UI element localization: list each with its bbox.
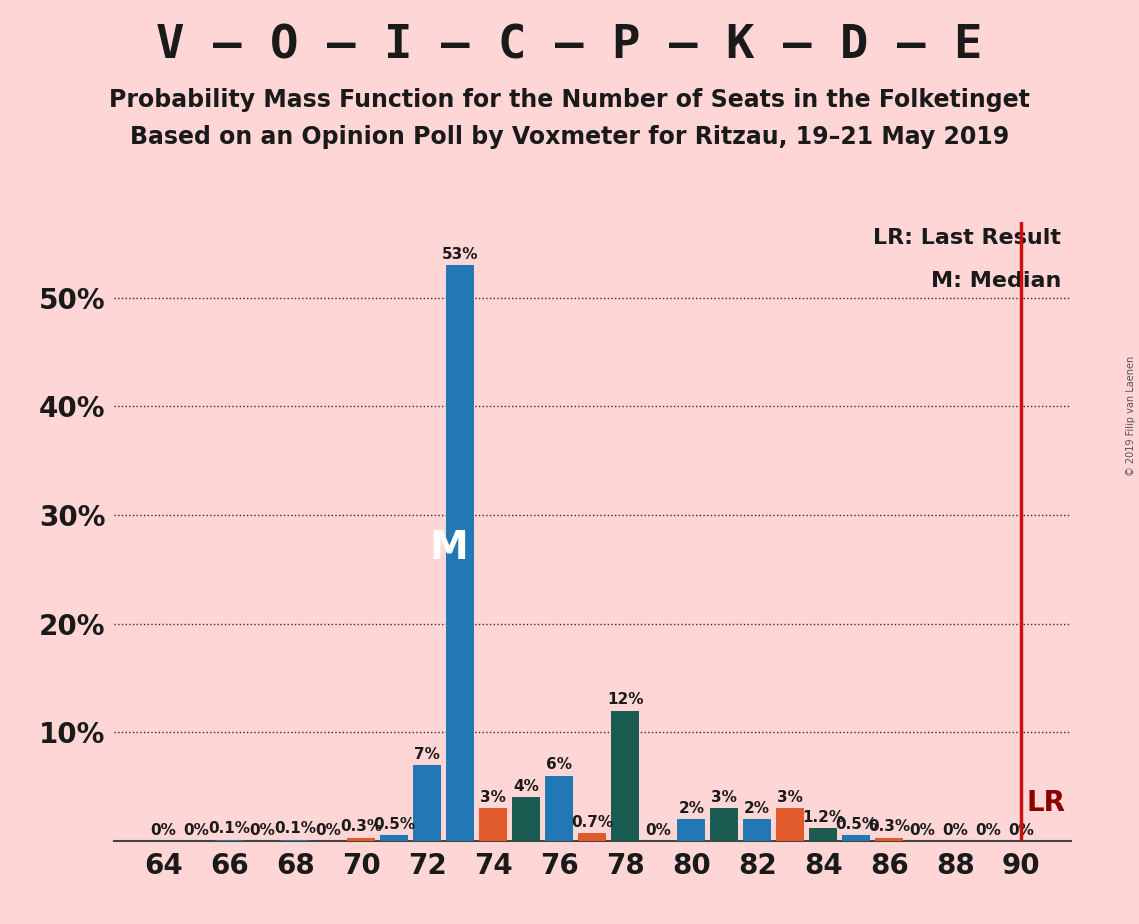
Text: 0%: 0%	[942, 822, 968, 837]
Text: LR: LR	[1026, 789, 1065, 817]
Text: M: Median: M: Median	[931, 272, 1062, 291]
Bar	[546, 775, 573, 841]
Text: 3%: 3%	[777, 790, 803, 805]
Bar	[347, 837, 376, 841]
Bar	[513, 797, 540, 841]
Text: 0%: 0%	[1008, 822, 1034, 837]
Text: 0%: 0%	[909, 822, 935, 837]
Text: 0%: 0%	[150, 822, 177, 837]
Text: 0%: 0%	[975, 822, 1001, 837]
Bar	[842, 835, 870, 841]
Bar	[380, 835, 409, 841]
Bar	[612, 711, 639, 841]
Text: 0.1%: 0.1%	[274, 821, 317, 836]
Bar	[744, 819, 771, 841]
Bar	[281, 840, 310, 841]
Text: 0.7%: 0.7%	[572, 815, 613, 830]
Text: 0.5%: 0.5%	[374, 817, 416, 833]
Text: LR: Last Result: LR: Last Result	[874, 228, 1062, 248]
Text: 0%: 0%	[249, 822, 276, 837]
Text: 2%: 2%	[678, 801, 704, 816]
Bar	[579, 833, 606, 841]
Text: 7%: 7%	[415, 747, 441, 761]
Text: 6%: 6%	[547, 758, 572, 772]
Text: 3%: 3%	[712, 790, 737, 805]
Bar	[413, 765, 441, 841]
Text: 0.3%: 0.3%	[341, 820, 383, 834]
Text: Based on an Opinion Poll by Voxmeter for Ritzau, 19–21 May 2019: Based on an Opinion Poll by Voxmeter for…	[130, 125, 1009, 149]
Text: 4%: 4%	[514, 779, 539, 794]
Text: 1.2%: 1.2%	[802, 809, 844, 824]
Text: 0%: 0%	[183, 822, 210, 837]
Text: © 2019 Filip van Laenen: © 2019 Filip van Laenen	[1126, 356, 1136, 476]
Bar	[446, 265, 474, 841]
Text: 0.3%: 0.3%	[868, 820, 910, 834]
Text: 0%: 0%	[646, 822, 671, 837]
Text: 0.5%: 0.5%	[835, 817, 877, 833]
Text: 0.1%: 0.1%	[208, 821, 251, 836]
Bar	[678, 819, 705, 841]
Bar	[215, 840, 244, 841]
Bar	[875, 837, 903, 841]
Text: Probability Mass Function for the Number of Seats in the Folketinget: Probability Mass Function for the Number…	[109, 88, 1030, 112]
Text: 12%: 12%	[607, 692, 644, 707]
Text: 2%: 2%	[744, 801, 770, 816]
Bar	[480, 808, 507, 841]
Text: M: M	[429, 529, 468, 566]
Text: 3%: 3%	[481, 790, 506, 805]
Text: V – O – I – C – P – K – D – E: V – O – I – C – P – K – D – E	[156, 23, 983, 68]
Text: 0%: 0%	[316, 822, 342, 837]
Text: 53%: 53%	[442, 247, 478, 261]
Bar	[711, 808, 738, 841]
Bar	[776, 808, 804, 841]
Bar	[809, 828, 837, 841]
